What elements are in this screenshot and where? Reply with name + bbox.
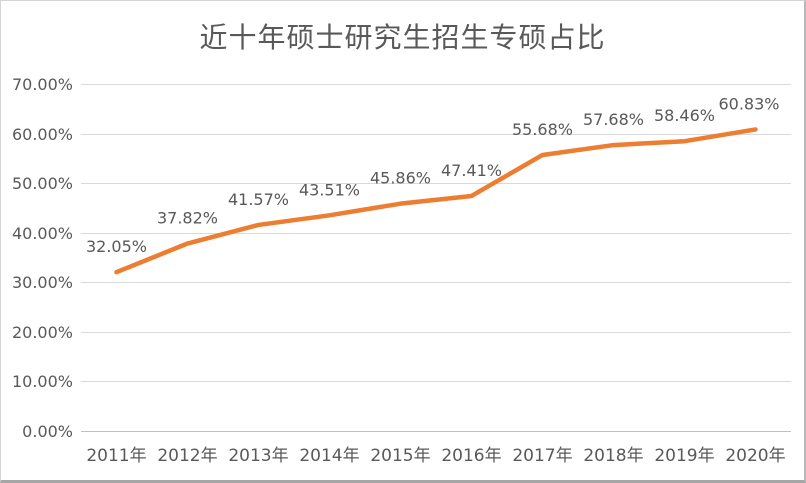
x-axis-category-label: 2014年 (299, 446, 359, 466)
data-label: 45.86% (370, 169, 431, 188)
data-label: 37.82% (157, 209, 218, 228)
data-label: 60.83% (718, 94, 779, 113)
data-label: 55.68% (512, 120, 573, 139)
x-axis-category-label: 2020年 (725, 446, 785, 466)
x-axis-category-label: 2015年 (370, 446, 430, 466)
y-axis-tick-label: 60.00% (12, 125, 73, 144)
data-label: 57.68% (583, 110, 644, 129)
y-axis-tick-label: 0.00% (22, 422, 73, 441)
series-line (114, 127, 758, 275)
data-label: 43.51% (299, 180, 360, 199)
x-axis-category-label: 2011年 (86, 446, 146, 466)
data-label: 58.46% (654, 106, 715, 125)
chart-title: 近十年硕士研究生招生专硕占比 (199, 21, 606, 54)
y-axis-tick-label: 50.00% (12, 174, 73, 193)
y-axis-tick-label: 10.00% (12, 372, 73, 391)
x-axis-category-label: 2017年 (512, 446, 572, 466)
x-axis-category-label: 2018年 (583, 446, 643, 466)
y-axis-tick-label: 40.00% (12, 224, 73, 243)
x-axis-category-label: 2013年 (228, 446, 288, 466)
y-axis-tick-label: 20.00% (12, 323, 73, 342)
x-axis-category-label: 2019年 (654, 446, 714, 466)
data-label: 47.41% (441, 161, 502, 180)
x-axis-category-label: 2012年 (157, 446, 217, 466)
data-label: 32.05% (86, 237, 147, 256)
x-axis-category-label: 2016年 (441, 446, 501, 466)
y-axis-tick-label: 30.00% (12, 273, 73, 292)
data-label: 41.57% (228, 190, 289, 209)
y-axis-tick-label: 70.00% (12, 75, 73, 94)
